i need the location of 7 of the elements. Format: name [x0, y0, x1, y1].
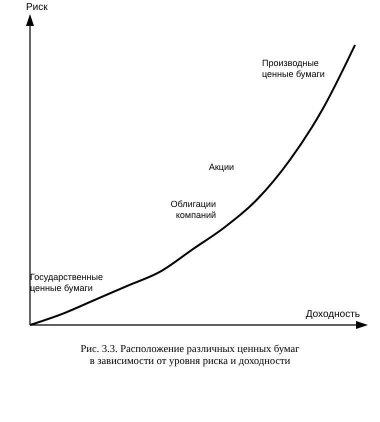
- x-axis-title: Доходность: [306, 309, 360, 320]
- annotation: Облигации компаний: [170, 199, 216, 220]
- y-axis-title: Риск: [26, 2, 48, 13]
- text: Рис. 3.3. Расположение различных ценных бумаг в зависимости от уровня риска и доходности: [80, 344, 300, 367]
- annotation: Производные ценные бумаги: [262, 58, 325, 79]
- annotation: Акции: [208, 162, 234, 172]
- annotation: Государственные ценные бумаги: [30, 272, 103, 293]
